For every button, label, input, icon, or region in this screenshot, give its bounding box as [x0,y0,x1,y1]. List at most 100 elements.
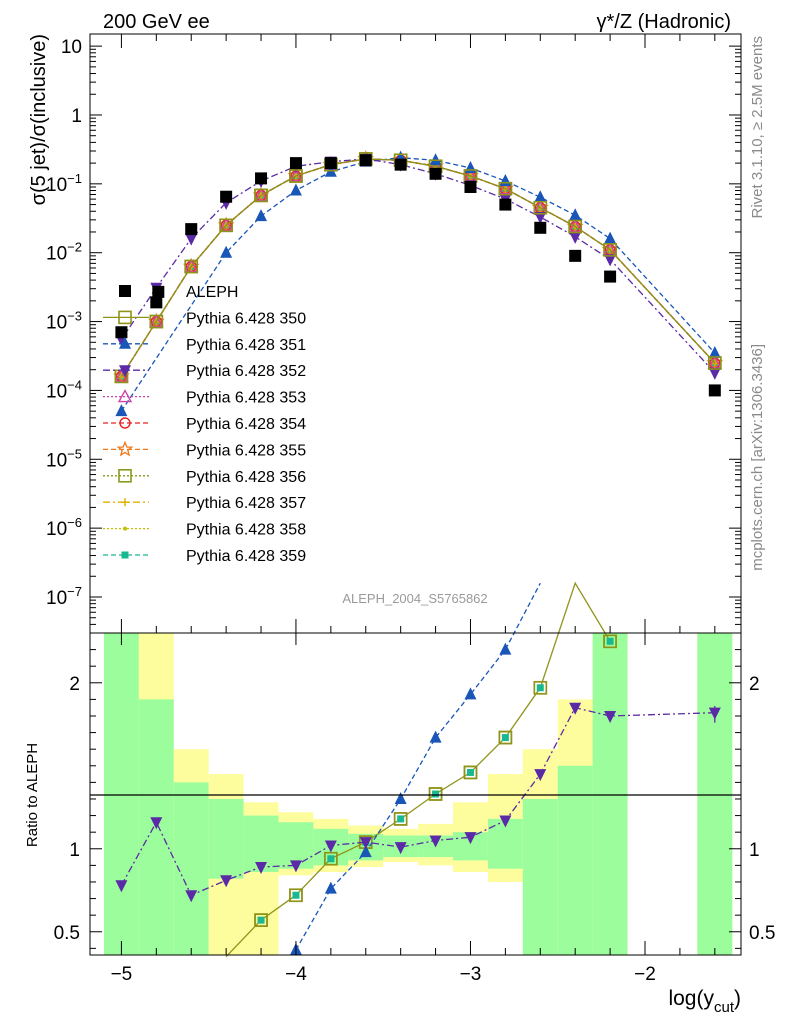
main-data-marker [185,223,198,236]
ratio-series-marker [501,734,509,742]
ratio-series-marker [359,837,372,850]
x-axis-label-main: log(y [668,987,714,1010]
legend-marker [119,365,131,378]
main-series-marker [255,209,268,222]
main-series-marker [708,345,721,358]
legend-marker [118,468,132,483]
watermark: ALEPH_2004_S5765862 [342,591,487,606]
ratio-series-marker [498,730,513,745]
main-series-marker [429,153,442,166]
ratio-band-green [557,765,593,955]
main-plot-panel: 10 1 10−1 10−2 10−3 10−4 10−5 10−6 10−7 ALEPH Pyt… [28,33,742,634]
main-data-marker [324,157,337,170]
ratio-series-marker [394,842,407,855]
legend-marker [121,551,129,559]
main-series-marker [604,254,617,267]
ratio-y-tick-label: 1 [69,840,80,861]
legend-marker [123,526,127,531]
main-series-marker [254,188,268,203]
ratio-series-marker [359,845,372,858]
legend-label: Pythia 6.428 350 [186,310,306,327]
ratio-series-marker [533,680,548,695]
main-series-marker [534,211,547,224]
main-data-aleph [115,154,721,397]
main-y-tick-label: 1 [71,106,82,127]
main-series-line [120,158,716,374]
ratio-series-marker [394,791,407,804]
ratio-series-marker [254,913,268,927]
main-data-marker [220,190,233,203]
x-tick-label: −3 [460,964,482,985]
ratio-band-green [592,633,628,955]
main-y-tick-label: 10−3 [46,309,82,334]
ratio-series-marker [150,817,163,830]
legend-label: Pythia 6.428 353 [186,390,306,407]
legend-entry-aleph: ALEPH [119,284,238,301]
ratio-y-tick-label-right: 2 [749,674,760,695]
ratio-series-marker [324,840,337,853]
main-series-marker [253,187,269,202]
main-series-marker [219,218,233,233]
legend-entry-351: Pythia 6.428 351 [103,336,306,354]
legend-marker [118,310,132,325]
ratio-series-marker [289,860,302,873]
ratio-series-marker [569,702,582,715]
legend-label: Pythia 6.428 359 [186,548,306,565]
main-series-marker [185,233,198,246]
main-data-marker [289,157,302,170]
x-tick-label: −5 [111,964,133,985]
ratio-series-marker [464,687,477,700]
legend-label: Pythia 6.428 351 [186,337,306,354]
legend-marker [119,417,131,429]
legend-entry-350: Pythia 6.428 350 [103,310,306,327]
main-series-marker [603,243,617,257]
main-series-marker [533,200,548,215]
legend-label: Pythia 6.428 352 [186,363,306,380]
main-series-marker [289,169,303,183]
main-data-marker [708,384,721,397]
main-y-tick-label: 10−1 [46,171,82,196]
main-data-marker [150,296,163,309]
ratio-series-marker [499,642,512,655]
ratio-series-marker [466,768,474,776]
main-data-marker [115,326,128,339]
legend-marker [117,389,133,403]
main-series-marker [568,219,583,233]
ratio-series-marker [185,890,198,903]
main-data-marker [464,180,477,193]
x-axis-label-close: ) [734,987,741,1010]
ratio-series-marker [534,769,547,782]
main-data-marker [152,285,165,298]
ratio-series-marker [603,634,617,649]
main-y-tick-label: 10−2 [46,240,82,265]
main-data-marker [394,158,407,171]
main-series-marker [569,231,582,244]
ratio-series-marker [428,787,443,801]
ratio-series-marker [536,684,544,692]
legend-entry-356: Pythia 6.428 356 [103,469,306,486]
main-series-marker [184,259,199,274]
legend-entry-359: Pythia 6.428 359 [103,548,306,565]
legend-label: Pythia 6.428 357 [186,495,306,512]
main-data-marker [359,154,372,167]
ratio-series-352 [115,702,721,903]
ratio-y-tick-label: 2 [69,674,80,695]
ratio-y-tick-label-right: 1 [749,840,760,861]
ratio-series-marker [289,888,303,903]
main-data-marker [534,221,547,234]
main-series-marker [498,181,513,196]
ratio-series-marker [463,765,478,780]
legend-entry-358: Pythia 6.428 358 [103,522,306,539]
main-data-marker [429,167,442,180]
main-series-marker [289,183,302,196]
main-y-axis-label: σ(5 jet)/σ(inclusive) [28,34,50,205]
ratio-plot-panel: 0.5 0.5 1 1 2 2 −5 −4 −3 −2 Ratio to ALEPH log(y… [24,34,775,1016]
ratio-series-line [120,706,715,897]
main-y-tick-label: 10−4 [46,377,82,402]
main-series-350 [114,152,722,384]
ratio-band-green [103,633,139,955]
main-series-marker [534,190,547,203]
main-y-tick-label: 10−7 [46,584,82,609]
x-tick-label: −4 [285,964,307,985]
